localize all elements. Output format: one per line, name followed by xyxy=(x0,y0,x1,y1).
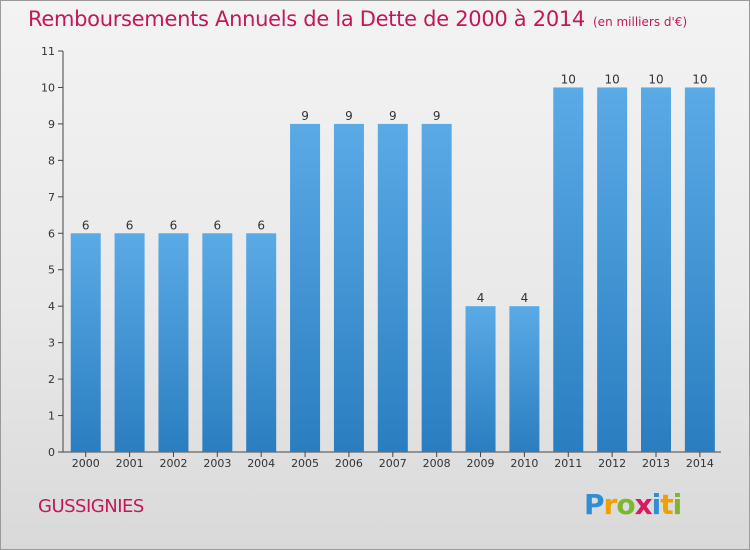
proxiti-logo: Proxiti xyxy=(584,488,682,521)
y-tick-label: 9 xyxy=(48,118,55,131)
bar-value-label: 6 xyxy=(126,218,134,232)
x-tick-label: 2014 xyxy=(686,457,714,470)
y-tick-label: 2 xyxy=(48,373,55,386)
bar-2003 xyxy=(202,233,233,452)
bar-value-label: 9 xyxy=(345,109,353,123)
bar-value-label: 10 xyxy=(648,72,663,86)
x-tick-label: 2003 xyxy=(203,457,231,470)
x-tick-label: 2010 xyxy=(510,457,538,470)
y-tick-label: 0 xyxy=(48,446,55,459)
bar-value-label: 4 xyxy=(477,291,485,305)
bar-2005 xyxy=(290,123,321,452)
x-tick-label: 2013 xyxy=(642,457,670,470)
x-tick-label: 2000 xyxy=(72,457,100,470)
title-row: Remboursements Annuels de la Dette de 20… xyxy=(28,7,687,31)
y-tick-label: 7 xyxy=(48,191,55,204)
bar-2014 xyxy=(684,87,715,453)
bar-value-label: 9 xyxy=(389,109,397,123)
bar-value-label: 9 xyxy=(433,109,441,123)
y-tick-label: 6 xyxy=(48,227,55,240)
x-tick-label: 2007 xyxy=(379,457,407,470)
x-tick-label: 2008 xyxy=(423,457,451,470)
x-tick-label: 2011 xyxy=(554,457,582,470)
chart-subtitle: (en milliers d'€) xyxy=(593,15,688,29)
bar-2004 xyxy=(246,233,277,452)
x-tick-label: 2005 xyxy=(291,457,319,470)
bar-value-label: 10 xyxy=(561,72,576,86)
bar-2011 xyxy=(553,87,584,453)
x-tick-label: 2002 xyxy=(159,457,187,470)
bar-value-label: 4 xyxy=(521,291,529,305)
bar-2010 xyxy=(509,306,540,452)
x-tick-label: 2006 xyxy=(335,457,363,470)
bar-value-label: 10 xyxy=(604,72,619,86)
bar-value-label: 9 xyxy=(301,109,309,123)
y-tick-label: 1 xyxy=(48,410,55,423)
bar-2002 xyxy=(158,233,189,452)
bar-value-label: 6 xyxy=(257,218,265,232)
bar-value-label: 6 xyxy=(82,218,90,232)
bar-2000 xyxy=(70,233,101,452)
x-tick-label: 2001 xyxy=(116,457,144,470)
bar-value-label: 10 xyxy=(692,72,707,86)
bar-2013 xyxy=(641,87,671,453)
y-tick-label: 4 xyxy=(48,300,55,313)
x-tick-label: 2012 xyxy=(598,457,626,470)
bar-2007 xyxy=(377,123,408,452)
bar-value-label: 6 xyxy=(170,218,178,232)
y-tick-label: 8 xyxy=(48,154,55,167)
y-tick-label: 3 xyxy=(48,337,55,350)
y-tick-label: 10 xyxy=(41,81,55,94)
x-tick-label: 2009 xyxy=(467,457,495,470)
chart-title: Remboursements Annuels de la Dette de 20… xyxy=(28,7,585,31)
x-tick-label: 2004 xyxy=(247,457,275,470)
bar-2006 xyxy=(333,123,364,452)
bar-2001 xyxy=(114,233,145,452)
location-name: GUSSIGNIES xyxy=(38,496,144,517)
bar-2008 xyxy=(421,123,452,452)
bar-2012 xyxy=(597,87,628,453)
bar-2009 xyxy=(465,306,496,452)
y-tick-label: 11 xyxy=(41,45,55,58)
y-tick-label: 5 xyxy=(48,264,55,277)
bar-value-label: 6 xyxy=(214,218,222,232)
